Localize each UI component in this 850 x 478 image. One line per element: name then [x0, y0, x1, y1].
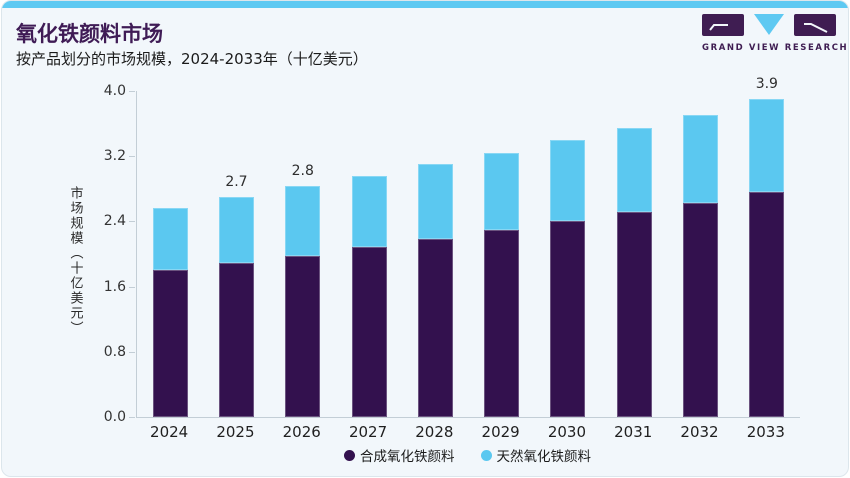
- stacked-bar-2032[interactable]: [683, 114, 719, 417]
- x-tick-label: 2031: [614, 423, 653, 441]
- logo-g-icon: [702, 14, 744, 36]
- legend-item[interactable]: 合成氧化铁颜料: [344, 445, 455, 465]
- bar-segment[interactable]: [683, 114, 719, 203]
- page-title: 氧化铁颜料市场: [16, 22, 163, 46]
- x-tick-label: 2027: [348, 423, 388, 441]
- bar-segment[interactable]: [550, 139, 586, 222]
- bar-column-2024: [137, 91, 203, 417]
- bar-column-2031: [601, 91, 667, 417]
- x-tick-label: 2026: [282, 423, 321, 441]
- bar-value-label: 2.8: [291, 163, 314, 180]
- bar-segment[interactable]: [351, 247, 387, 417]
- logo-r-icon: [794, 14, 836, 36]
- accent-strip: [2, 1, 848, 8]
- stacked-bar-2028[interactable]: [417, 164, 453, 417]
- stacked-bar-2024[interactable]: [152, 207, 188, 417]
- legend-label: 合成氧化铁颜料: [360, 449, 455, 465]
- legend-label: 天然氧化铁颜料: [496, 449, 592, 465]
- bar-column-2033: 3.9: [734, 76, 800, 417]
- bar-segment[interactable]: [616, 127, 652, 213]
- bar-segment[interactable]: [152, 207, 188, 270]
- legend-dot-icon: [480, 449, 492, 461]
- y-tick-mark: [129, 221, 135, 223]
- bar-segment[interactable]: [749, 99, 785, 193]
- bar-segment[interactable]: [484, 230, 520, 417]
- bar-segment[interactable]: [218, 196, 254, 263]
- x-tick-label: 2024: [150, 423, 189, 441]
- y-tick-mark: [129, 417, 135, 418]
- x-axis-labels: 2024 2025 2026 2027 2028 2029 2030 2031 2032 2033: [136, 423, 799, 441]
- stacked-bar-2029[interactable]: [484, 152, 520, 417]
- y-tick-label: 0.8: [103, 343, 126, 360]
- bar-segment[interactable]: [218, 262, 254, 417]
- logo-v-icon: [754, 14, 784, 35]
- bar-column-2029: [468, 91, 534, 417]
- x-tick-label: 2028: [415, 423, 454, 441]
- gvr-logo: GRAND VIEW RESEARCH: [702, 14, 849, 53]
- legend-dot-icon: [344, 449, 355, 461]
- bar-segment[interactable]: [683, 202, 719, 417]
- bar-segment[interactable]: [351, 175, 387, 248]
- y-tick-label: 3.2: [103, 148, 126, 165]
- bar-segment[interactable]: [616, 212, 652, 417]
- stacked-bar-2027[interactable]: [351, 175, 387, 417]
- stacked-bar-2026[interactable]: [285, 186, 321, 417]
- bar-column-2030: [535, 91, 601, 417]
- bar-column-2025: 2.7: [203, 91, 269, 417]
- bar-segment[interactable]: [285, 186, 321, 257]
- x-tick-label: 2029: [481, 423, 520, 441]
- y-tick-label: 1.6: [103, 278, 126, 295]
- chart-subtitle: 按产品划分的市场规模，2024-2033年（十亿美元）: [16, 50, 368, 68]
- y-tick-mark: [129, 156, 135, 158]
- y-axis-title: 市场规模（十亿美元）: [67, 186, 83, 336]
- bar-column-2028: [402, 91, 468, 417]
- y-tick-mark: [129, 351, 135, 353]
- chart-legend: 合成氧化铁颜料 天然氧化铁颜料: [136, 445, 799, 465]
- bar-segment[interactable]: [417, 239, 453, 417]
- logo-wordmark: GRAND VIEW RESEARCH: [702, 43, 849, 53]
- bar-column-2032: [667, 91, 733, 417]
- y-tick-mark: [129, 286, 135, 288]
- y-tick-mark: [129, 91, 135, 92]
- x-tick-label: 2025: [216, 423, 255, 441]
- bar-column-2026: 2.8: [270, 91, 336, 417]
- bar-column-2027: [336, 91, 402, 417]
- bar-segment[interactable]: [749, 192, 785, 417]
- stacked-bar-2025[interactable]: [218, 196, 254, 417]
- bar-segment[interactable]: [417, 164, 453, 240]
- plot-area: 2.7 2.8 3.9: [136, 76, 800, 418]
- bar-segment[interactable]: [484, 152, 520, 231]
- bar-segment[interactable]: [285, 256, 321, 417]
- stacked-bar-2033[interactable]: [749, 99, 785, 417]
- legend-item[interactable]: 天然氧化铁颜料: [480, 445, 592, 465]
- bar-value-label: 3.9: [755, 76, 778, 93]
- gvr-logo-mark: [702, 14, 836, 40]
- x-tick-label: 2030: [547, 423, 587, 441]
- y-tick-label: 2.4: [103, 213, 126, 230]
- y-tick-label: 4.0: [103, 83, 126, 99]
- y-tick-label: 0.0: [103, 409, 126, 425]
- x-tick-label: 2033: [746, 423, 785, 441]
- x-tick-label: 2032: [680, 423, 719, 441]
- stacked-bar-2030[interactable]: [550, 139, 586, 417]
- bar-value-label: 2.7: [225, 173, 248, 190]
- bar-segment[interactable]: [152, 269, 188, 417]
- bar-segment[interactable]: [550, 221, 586, 417]
- stacked-bar-2031[interactable]: [616, 127, 652, 417]
